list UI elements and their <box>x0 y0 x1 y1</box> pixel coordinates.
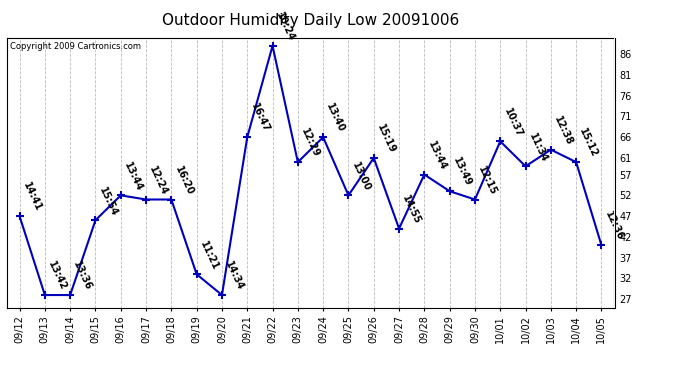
Text: 10:37: 10:37 <box>502 106 524 139</box>
Text: 13:44: 13:44 <box>426 140 448 172</box>
Text: 12:29: 12:29 <box>299 127 322 159</box>
Text: 13:42: 13:42 <box>46 260 68 292</box>
Text: Outdoor Humidity Daily Low 20091006: Outdoor Humidity Daily Low 20091006 <box>162 13 459 28</box>
Text: 11:21: 11:21 <box>198 239 220 272</box>
Text: 12:36: 12:36 <box>603 210 625 242</box>
Text: 13:00: 13:00 <box>350 160 372 193</box>
Text: 13:40: 13:40 <box>324 102 346 134</box>
Text: 14:55: 14:55 <box>400 194 422 226</box>
Text: 13:49: 13:49 <box>451 156 473 188</box>
Text: 12:15: 12:15 <box>476 164 498 197</box>
Text: 16:47: 16:47 <box>248 102 270 134</box>
Text: 13:36: 13:36 <box>72 260 94 292</box>
Text: 16:20: 16:20 <box>172 164 195 197</box>
Text: 12:24: 12:24 <box>148 164 170 197</box>
Text: Copyright 2009 Cartronics.com: Copyright 2009 Cartronics.com <box>10 42 141 51</box>
Text: 14:34: 14:34 <box>224 260 246 292</box>
Text: 15:19: 15:19 <box>375 123 397 155</box>
Text: 11:34: 11:34 <box>527 131 549 164</box>
Text: 12:38: 12:38 <box>552 114 575 147</box>
Text: 15:54: 15:54 <box>97 185 119 218</box>
Text: 10:24: 10:24 <box>274 11 296 43</box>
Text: 14:41: 14:41 <box>21 181 43 213</box>
Text: 13:44: 13:44 <box>122 160 144 193</box>
Text: 15:12: 15:12 <box>578 127 600 159</box>
